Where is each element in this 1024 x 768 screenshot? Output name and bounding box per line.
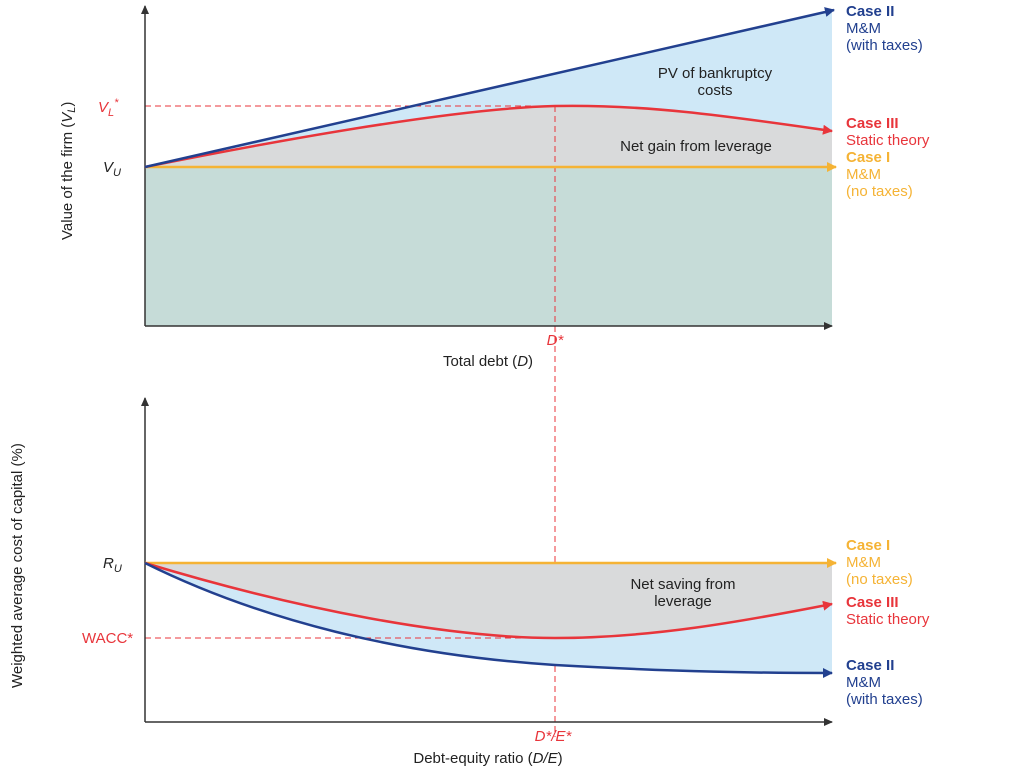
svg-text:Case I: Case I (846, 537, 890, 554)
bottom-annotation-net-saving-2: leverage (654, 593, 712, 610)
svg-text:Case III: Case III (846, 594, 899, 611)
bottom-case2-line (144, 561, 833, 678)
top-annotation-bankruptcy-1: PV of bankruptcy (658, 65, 773, 82)
top-chart: VL* VU Value of the firm (VL) D* Total d… (59, 3, 930, 737)
svg-text:M&M: M&M (846, 166, 881, 183)
svg-text:M&M: M&M (846, 20, 881, 37)
svg-text:Case II: Case II (846, 3, 894, 20)
svg-text:(no taxes): (no taxes) (846, 571, 913, 588)
top-legend-case3: Case III Static theory (846, 115, 930, 149)
top-y-axis-label: Value of the firm (VL) (59, 102, 78, 240)
svg-text:M&M: M&M (846, 554, 881, 571)
bottom-net-saving-area (145, 563, 832, 638)
svg-text:M&M: M&M (846, 674, 881, 691)
top-annotation-bankruptcy-2: costs (697, 82, 732, 99)
svg-text:Static theory: Static theory (846, 611, 930, 628)
bottom-chart: RU WACC* Weighted average cost of capita… (9, 397, 930, 767)
bottom-x-axis-label: Debt-equity ratio (D/E) (413, 750, 562, 767)
bottom-y-axis-label: Weighted average cost of capital (%) (9, 443, 26, 688)
svg-text:Case II: Case II (846, 657, 894, 674)
bottom-legend-case2: Case II M&M (with taxes) (846, 657, 923, 708)
top-base-area (145, 167, 832, 326)
bottom-case3-line (144, 561, 833, 640)
top-case2-line (144, 7, 835, 169)
svg-text:Case III: Case III (846, 115, 899, 132)
top-xtick-dstar: D* (547, 332, 565, 349)
svg-text:Static theory: Static theory (846, 132, 930, 149)
top-net-gain-area (145, 105, 832, 167)
top-legend-case1: Case I M&M (no taxes) (846, 149, 913, 200)
top-x-axis-label: Total debt (D) (443, 353, 533, 370)
top-case3-line (144, 104, 833, 169)
bottom-xtick-destar: D*/E* (535, 728, 573, 745)
svg-text:Case I: Case I (846, 149, 890, 166)
svg-text:(with taxes): (with taxes) (846, 691, 923, 708)
bottom-ytick-wacc: WACC* (82, 630, 133, 647)
bottom-legend-case3: Case III Static theory (846, 594, 930, 628)
top-ytick-vl: VL* (98, 97, 119, 119)
svg-text:(no taxes): (no taxes) (846, 183, 913, 200)
bottom-annotation-net-saving-1: Net saving from (630, 576, 735, 593)
bottom-legend-case1: Case I M&M (no taxes) (846, 537, 913, 588)
top-ytick-vu: VU (103, 159, 121, 179)
svg-text:(with taxes): (with taxes) (846, 37, 923, 54)
top-legend-case2: Case II M&M (with taxes) (846, 3, 923, 54)
top-annotation-net-gain: Net gain from leverage (620, 138, 772, 155)
bottom-ytick-ru: RU (103, 555, 122, 575)
